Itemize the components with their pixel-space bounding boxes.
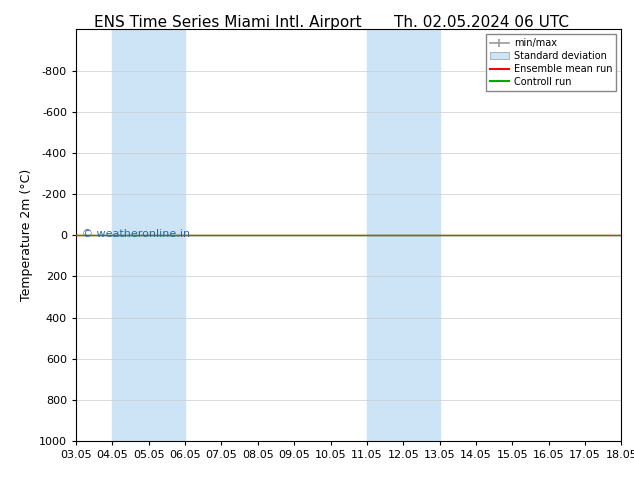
Y-axis label: Temperature 2m (°C): Temperature 2m (°C) xyxy=(20,169,34,301)
Bar xyxy=(112,29,185,441)
Bar xyxy=(367,29,439,441)
Legend: min/max, Standard deviation, Ensemble mean run, Controll run: min/max, Standard deviation, Ensemble me… xyxy=(486,34,616,91)
Text: Th. 02.05.2024 06 UTC: Th. 02.05.2024 06 UTC xyxy=(394,15,569,30)
Text: ENS Time Series Miami Intl. Airport: ENS Time Series Miami Intl. Airport xyxy=(94,15,362,30)
Text: © weatheronline.in: © weatheronline.in xyxy=(82,229,190,239)
